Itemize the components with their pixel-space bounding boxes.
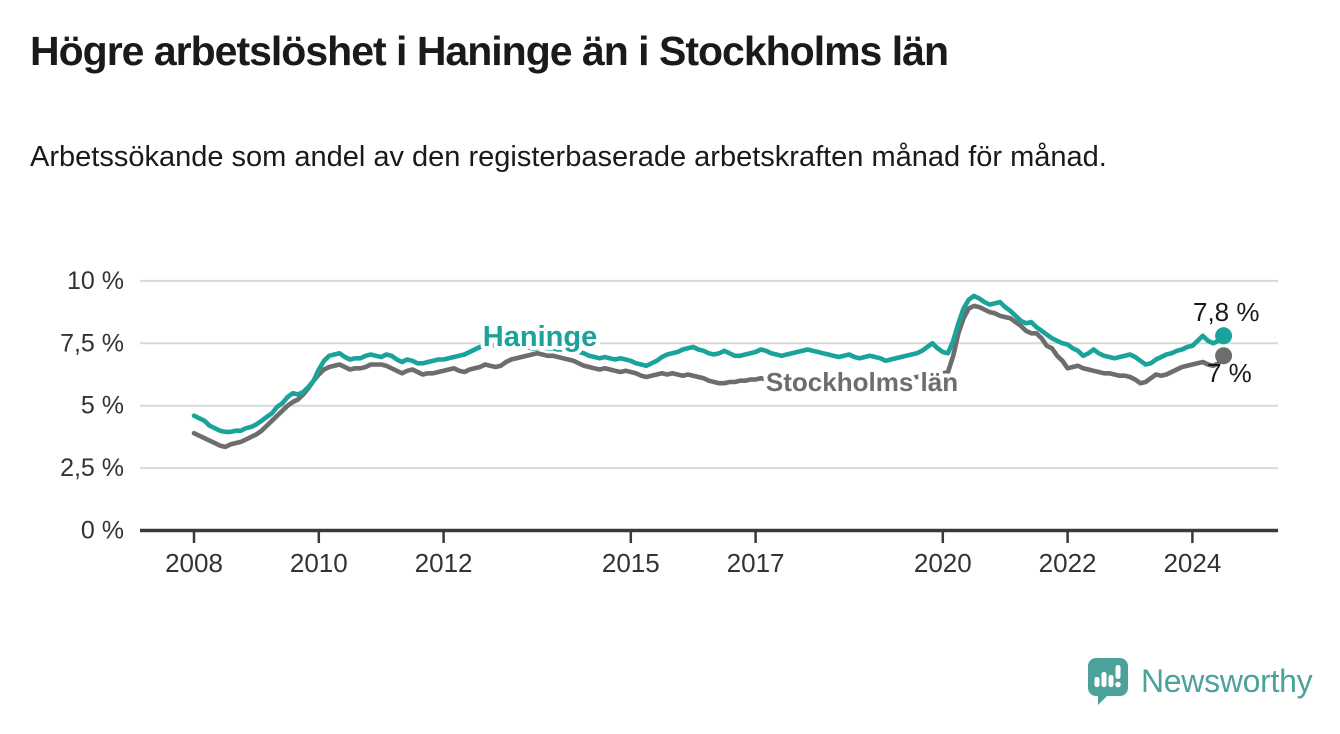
end-value-label-haninge: 7,8 %	[1193, 297, 1260, 327]
x-axis-label: 2020	[914, 548, 972, 578]
series-label-haninge: Haninge	[483, 321, 597, 353]
end-value-label-stockholms-lan: 7 %	[1207, 358, 1252, 388]
series-end-dot-haninge	[1215, 327, 1233, 345]
x-axis-label: 2017	[727, 548, 785, 578]
chart-subtitle: Arbetssökande som andel av den registerb…	[30, 141, 1107, 173]
series-end-dot-stockholms-lan	[1215, 347, 1233, 365]
y-axis-label: 5 %	[81, 392, 124, 420]
series-label-stockholms-lan: Stockholms län	[766, 367, 958, 397]
y-axis-label: 0 %	[81, 517, 124, 545]
chart-title: Högre arbetslöshet i Haninge än i Stockh…	[30, 28, 949, 74]
series-line-stockholms-lan	[191, 303, 1226, 450]
x-axis-label: 2015	[602, 548, 660, 578]
x-axis-label: 2010	[290, 548, 348, 578]
y-axis-label: 2,5 %	[60, 454, 124, 482]
y-axis-label: 10 %	[67, 267, 124, 295]
x-axis-label: 2008	[165, 548, 223, 578]
newsworthy-logo-icon	[1088, 658, 1128, 705]
x-axis-label: 2022	[1039, 548, 1097, 578]
series-line-haninge	[191, 293, 1226, 435]
y-axis-label: 7,5 %	[60, 329, 124, 357]
newsworthy-wordmark: Newsworthy	[1141, 662, 1313, 699]
unemployment-line-chart: 10 % 7,5 % 5 % 2,5 % 0 % 2008 2010 2012 2015 2017…	[60, 267, 1278, 578]
x-axis-label: 2024	[1163, 548, 1221, 578]
newsworthy-branding: Newsworthy	[1085, 655, 1313, 707]
x-axis-label: 2012	[415, 548, 473, 578]
